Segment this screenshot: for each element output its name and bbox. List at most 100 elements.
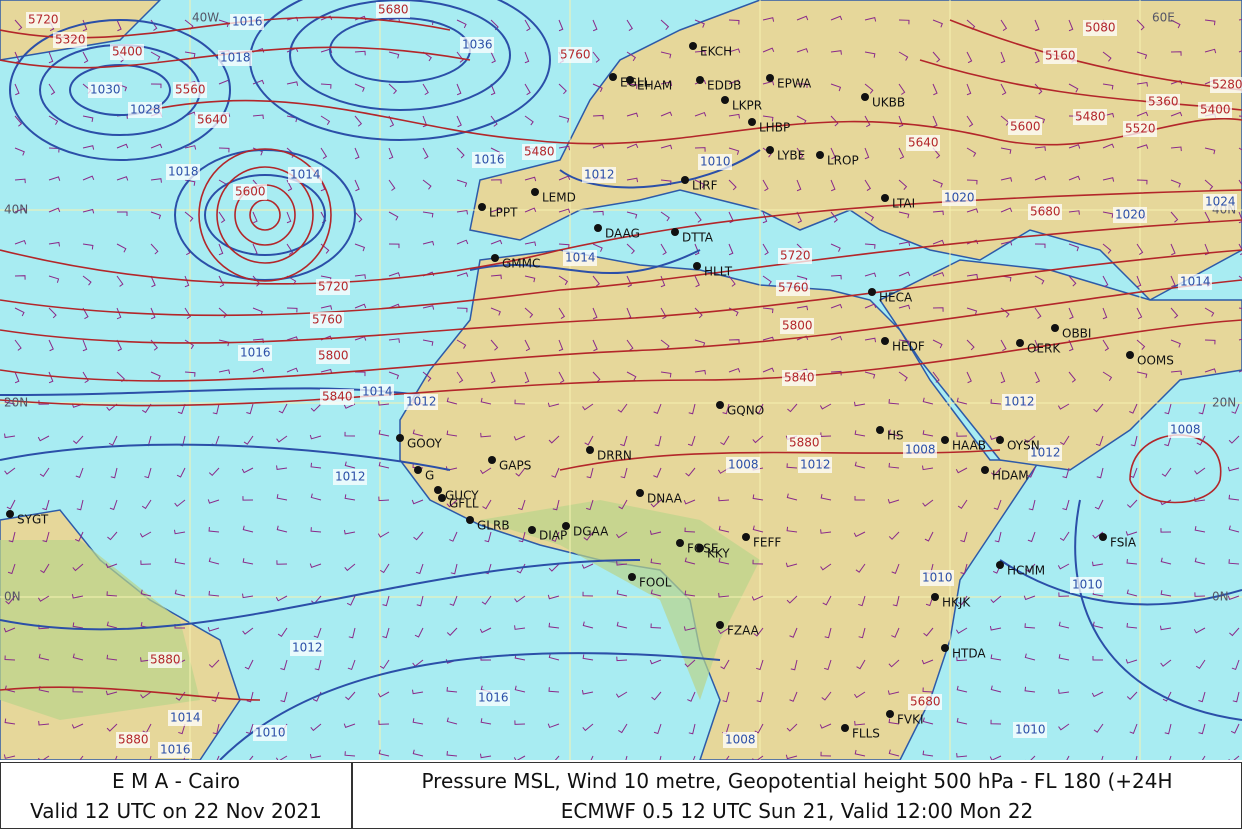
wind-barb bbox=[37, 595, 50, 602]
wind-barb bbox=[687, 691, 696, 702]
station-label: GLRB bbox=[477, 519, 510, 533]
wind-barb bbox=[116, 143, 129, 149]
wind-barb bbox=[309, 563, 322, 568]
wind-barb bbox=[456, 51, 464, 63]
wind-barb bbox=[898, 83, 906, 95]
wind-barb bbox=[354, 83, 365, 92]
wind-barb bbox=[320, 147, 328, 159]
isobar-label: 1018 bbox=[220, 51, 251, 65]
wind-barb bbox=[958, 595, 968, 606]
station-dot bbox=[586, 446, 594, 454]
wind-barb bbox=[1068, 175, 1081, 181]
station-label: HCMM bbox=[1007, 564, 1045, 578]
wind-barb bbox=[785, 754, 798, 760]
wind-barb bbox=[966, 307, 978, 315]
wind-barb bbox=[1170, 79, 1183, 85]
wind-barb bbox=[490, 307, 501, 316]
wind-barb bbox=[343, 723, 356, 729]
wind-barb bbox=[1024, 653, 1036, 661]
wind-barb bbox=[320, 83, 332, 89]
wind-barb bbox=[3, 754, 16, 759]
wind-barb bbox=[343, 403, 356, 409]
wind-barb bbox=[208, 590, 220, 597]
wind-barb bbox=[1201, 755, 1206, 760]
wind-barb bbox=[683, 626, 696, 631]
wind-barb bbox=[309, 434, 322, 440]
wind-barb bbox=[75, 467, 84, 479]
wind-barb bbox=[1170, 179, 1181, 188]
wind-barb bbox=[412, 718, 424, 725]
station-dot bbox=[816, 151, 824, 159]
wind-barb bbox=[8, 531, 16, 543]
isobar-label-box bbox=[360, 384, 394, 400]
height-label: 5640 bbox=[197, 113, 228, 127]
wind-barb bbox=[106, 621, 118, 629]
wind-barb bbox=[276, 465, 288, 470]
wind-barb bbox=[456, 339, 467, 349]
isobar-label-box bbox=[333, 469, 367, 485]
wind-barb bbox=[898, 371, 908, 382]
wind-barb bbox=[456, 83, 462, 96]
wind-barb bbox=[932, 51, 941, 63]
station-dot bbox=[434, 486, 442, 494]
wind-barb bbox=[858, 595, 866, 607]
wind-barb bbox=[1102, 83, 1114, 90]
height-label-box bbox=[1028, 204, 1062, 220]
wind-barb bbox=[150, 51, 161, 61]
isobar-label-box bbox=[230, 14, 264, 30]
wind-barb bbox=[1136, 81, 1148, 87]
wind-barb bbox=[830, 211, 838, 223]
wind-barb bbox=[446, 627, 458, 636]
wind-barb bbox=[1136, 275, 1142, 288]
wind-barb bbox=[898, 179, 908, 190]
wind-barb bbox=[82, 51, 89, 64]
wind-barb bbox=[684, 659, 696, 668]
station-dot bbox=[696, 544, 704, 552]
station-dot bbox=[594, 224, 602, 232]
wind-barb bbox=[824, 627, 832, 639]
wind-barb bbox=[660, 111, 673, 117]
wind-barb bbox=[150, 243, 159, 255]
station-label: GFLL bbox=[449, 497, 479, 511]
wind-barb bbox=[864, 83, 874, 94]
wind-barb bbox=[752, 755, 764, 760]
wind-barb bbox=[1060, 435, 1070, 446]
wind-barb bbox=[592, 143, 605, 149]
wind-barb bbox=[819, 403, 832, 410]
wind-barb bbox=[830, 179, 836, 192]
wind-barb bbox=[252, 367, 265, 373]
height-label: 5400 bbox=[112, 45, 143, 59]
wind-barb bbox=[1025, 755, 1036, 760]
wind-barb bbox=[1058, 654, 1070, 661]
station-label: LTAI bbox=[892, 197, 915, 211]
wind-barb bbox=[446, 717, 458, 725]
wind-barb bbox=[864, 272, 877, 278]
wind-barb bbox=[1136, 339, 1146, 350]
wind-barb bbox=[150, 83, 162, 89]
wind-barb bbox=[1066, 755, 1070, 760]
station-dot bbox=[609, 73, 617, 81]
wind-barb bbox=[184, 339, 195, 350]
wind-barb bbox=[412, 749, 424, 757]
height-label: 5080 bbox=[1085, 21, 1116, 35]
wind-barb bbox=[1068, 339, 1074, 352]
wind-barb bbox=[150, 143, 163, 149]
wind-barb bbox=[694, 369, 706, 375]
wind-barb bbox=[649, 659, 662, 665]
wind-barb bbox=[1034, 146, 1046, 151]
wind-barb bbox=[177, 403, 186, 415]
wind-barb bbox=[1062, 499, 1070, 511]
isobar-label-box bbox=[582, 167, 616, 183]
wind-barb bbox=[82, 371, 89, 384]
isobar-label: 1010 bbox=[700, 155, 731, 169]
wind-barb bbox=[422, 147, 429, 160]
wind-barb bbox=[786, 723, 798, 732]
wind-barb bbox=[626, 275, 633, 288]
wind-barb bbox=[1102, 51, 1112, 62]
wind-barb bbox=[1068, 371, 1077, 383]
wind-barb bbox=[524, 275, 536, 283]
wind-barb bbox=[990, 685, 1002, 693]
wind-barb bbox=[548, 653, 560, 661]
station-label: DTTA bbox=[682, 231, 714, 245]
wind-barb bbox=[446, 686, 458, 693]
